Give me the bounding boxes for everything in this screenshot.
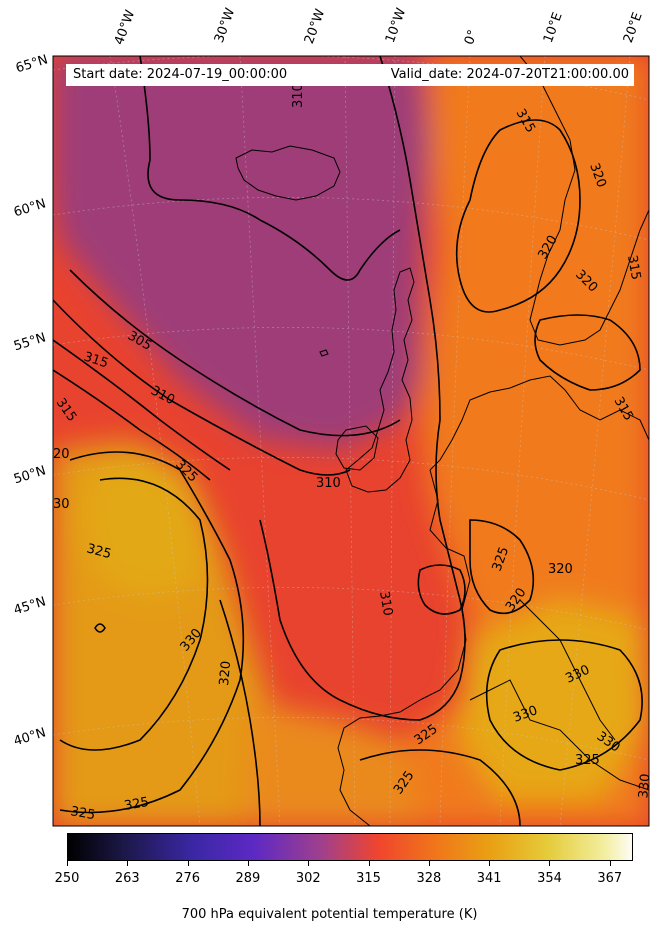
graticule: [53, 56, 649, 826]
colorbar-tick-label: 367: [597, 871, 623, 886]
cold-region-north-atlantic: [53, 56, 430, 450]
contour-330-southeast: [485, 639, 643, 771]
hot-patch-southeast: [460, 600, 649, 800]
coastline-france: [419, 469, 471, 701]
start-date-label: Start date: 2024-07-19_00:00:00: [73, 67, 288, 82]
contour-label: 325: [69, 804, 96, 823]
contour-325-east: [469, 519, 535, 615]
colorbar-tick-label: 250: [54, 871, 80, 886]
colorbar-tick: [308, 861, 310, 866]
coastline-italy: [519, 599, 616, 741]
colorbar-tick-label: 263: [114, 871, 140, 886]
colorbar-tick: [127, 861, 129, 866]
colorbar-tick-label: 341: [476, 871, 502, 886]
coastline-norway: [519, 56, 611, 346]
coastline-great-britain: [345, 267, 415, 493]
map-frame: [52, 55, 650, 827]
contour-320-south: [219, 599, 261, 826]
contour-label: 315: [624, 254, 643, 281]
contour-320-west: [53, 369, 211, 481]
colorbar-tick: [489, 861, 491, 866]
contour-label: 325: [575, 753, 600, 768]
colorbar-tick-label: 302: [295, 871, 321, 886]
colorbar: [67, 833, 633, 861]
contour-label: 310: [316, 476, 341, 491]
contour-310-north: [53, 299, 351, 476]
contour-label: 320: [548, 562, 573, 577]
colorbar-tick: [187, 861, 189, 866]
colorbar-tick: [609, 861, 611, 866]
contour-310-iceland-loop: [139, 56, 401, 281]
colorbar-title: 700 hPa equivalent potential temperature…: [181, 907, 478, 922]
colorbar-tick-label: 328: [416, 871, 442, 886]
contour-label: 320: [217, 660, 234, 686]
warm-band-south: [240, 700, 420, 826]
colorbar-tick-label: 276: [175, 871, 201, 886]
coastlines: [235, 56, 649, 826]
contour-label: 30: [53, 497, 70, 512]
contour-325-biscay: [417, 564, 466, 615]
contour-325-small-loop: [94, 623, 106, 633]
contour-330-west: [59, 477, 209, 751]
contour-325-south: [359, 749, 521, 826]
contour-label: 325: [123, 795, 150, 814]
colorbar-tick: [247, 861, 249, 866]
coastline-sweden: [609, 209, 649, 311]
coastline-continental-europe: [429, 375, 649, 471]
contour-label: 330: [636, 773, 653, 799]
coastline-iberia: [337, 699, 421, 826]
contour-310-east: [259, 56, 466, 721]
contour-325-west: [59, 451, 245, 814]
contour-label: 310: [376, 590, 395, 617]
coastline-ireland: [335, 425, 379, 471]
colorbar-tick: [428, 861, 430, 866]
contour-315-north-sea: [455, 119, 581, 313]
contour-320-scandinavia: [534, 314, 641, 391]
coastline-iceland: [235, 145, 341, 201]
hot-patch-southwest: [80, 455, 200, 600]
contour-label: 20: [53, 447, 70, 462]
colorbar-tick: [549, 861, 551, 866]
colorbar-tick: [67, 861, 68, 866]
coastline-faroe: [319, 349, 329, 357]
colorbar-tick-label: 315: [356, 871, 381, 886]
date-info-box: Start date: 2024-07-19_00:00:00 Valid_da…: [66, 64, 634, 86]
theta-e-contours: [53, 56, 643, 826]
coastline-mediterranean: [469, 679, 649, 791]
contour-label: 310: [291, 83, 306, 108]
contour-305-north: [69, 269, 401, 437]
colorbar-tick-label: 289: [235, 871, 261, 886]
colorbar-tick-label: 354: [537, 871, 562, 886]
contour-315-west: [53, 339, 231, 471]
contour-label: 315: [82, 350, 110, 372]
contour-label: 325: [85, 541, 113, 562]
valid-date-label: Valid_date: 2024-07-20T21:00:00.00: [390, 67, 629, 82]
colorbar-tick: [368, 861, 370, 866]
